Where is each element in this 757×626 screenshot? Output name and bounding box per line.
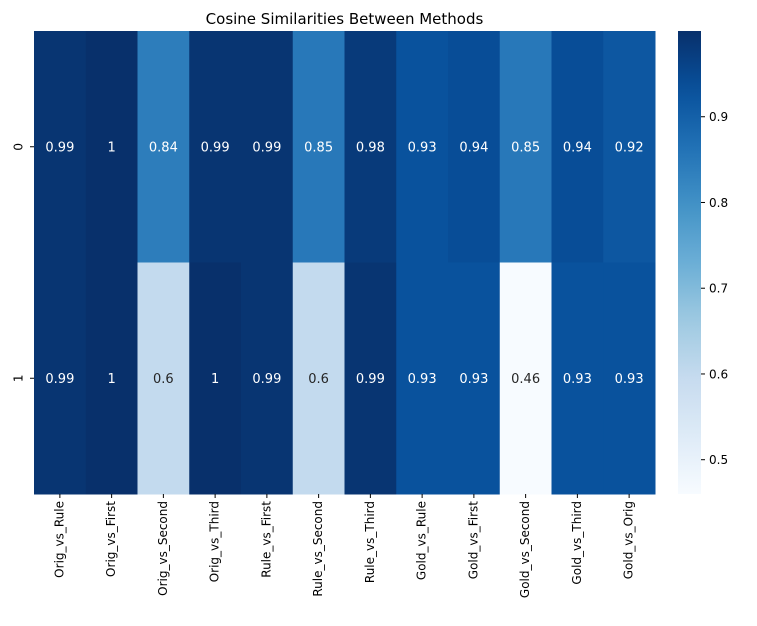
heatmap-cell [344,31,397,263]
heatmap-cell [396,31,449,263]
column-tick-label: Gold_vs_Rule [415,501,429,580]
heatmap-cell [396,262,449,495]
column-tick-label: Rule_vs_First [259,501,273,578]
heatmap-cell [344,262,397,495]
cell-annotation: 0.93 [459,372,488,387]
heatmap-cell [551,262,604,495]
cell-annotation: 0.93 [408,140,437,155]
cell-annotation: 0.84 [149,140,178,155]
heatmap-cell [241,262,294,495]
column-tick-label: Orig_vs_Third [208,501,222,582]
column-tick-label: Orig_vs_First [104,501,118,577]
column-tick-label: Gold_vs_Second [518,501,532,598]
chart-title: Cosine Similarities Between Methods [206,10,484,28]
cell-annotation: 0.93 [563,372,592,387]
heatmap-cell [499,262,552,495]
cell-annotation: 1 [107,372,115,387]
colorbar: 0.5 0.6 0.7 0.8 0.9 [678,31,728,494]
column-tick-label: Gold_vs_Third [570,501,584,585]
colorbar-tick-label: 0.6 [709,367,728,381]
cell-annotation: 0.6 [153,372,174,387]
cell-annotation: 0.99 [252,140,281,155]
cell-annotation: 0.94 [563,140,592,155]
column-tick-label: Orig_vs_Rule [52,501,66,578]
heatmap-cell [34,31,87,263]
heatmap-cell [448,262,501,495]
heatmap-cell [189,31,242,263]
cell-annotation: 0.85 [304,140,333,155]
cell-annotation: 0.99 [45,372,74,387]
row-tick-labels: 01 [12,143,34,382]
cell-annotation: 0.93 [615,372,644,387]
column-tick-label: Orig_vs_Second [156,501,170,596]
cell-annotation: 0.99 [252,372,281,387]
heatmap-cell [603,262,656,495]
cell-annotation: 0.99 [45,140,74,155]
heatmap-cell [241,31,294,263]
heatmap-cell [292,262,345,495]
colorbar-gradient [678,31,701,494]
heatmap-cells: 0.99 1 0.84 0.99 0.99 0.85 0.98 0.93 0.94 0.85 0.9… [34,31,656,495]
heatmap-cell [85,31,138,263]
cell-annotation: 0.85 [511,140,540,155]
heatmap-cell [85,262,138,495]
heatmap-cell [499,31,552,263]
heatmap-cell [34,262,87,495]
cell-annotation: 1 [107,140,115,155]
cell-annotation: 0.99 [356,372,385,387]
column-tick-label: Gold_vs_First [466,501,480,579]
column-tick-label: Rule_vs_Third [363,501,377,583]
column-tick-label: Gold_vs_Orig [622,501,636,579]
cell-annotation: 0.6 [308,372,329,387]
row-tick-label: 1 [12,374,26,382]
colorbar-tick-label: 0.8 [709,196,728,210]
cell-annotation: 0.98 [356,140,385,155]
heatmap-cell [551,31,604,263]
cell-annotation: 0.99 [201,140,230,155]
cell-annotation: 0.92 [615,140,644,155]
heatmap-cell [292,31,345,263]
heatmap-cell [137,31,190,263]
cell-annotation: 0.93 [408,372,437,387]
colorbar-tick-label: 0.9 [709,110,728,124]
heatmap-cell [603,31,656,263]
colorbar-tick-label: 0.5 [709,453,728,467]
cell-annotation: 0.94 [459,140,488,155]
cell-annotation: 1 [211,372,219,387]
colorbar-tick-label: 0.7 [709,282,728,296]
heatmap-cell [189,262,242,495]
column-tick-label: Rule_vs_Second [311,501,325,597]
row-tick-label: 0 [12,143,26,151]
column-tick-labels: Orig_vs_Rule Orig_vs_First Orig_vs_Second O… [52,494,636,598]
heatmap-cell [137,262,190,495]
cell-annotation: 0.46 [511,372,540,387]
heatmap-cell [448,31,501,263]
